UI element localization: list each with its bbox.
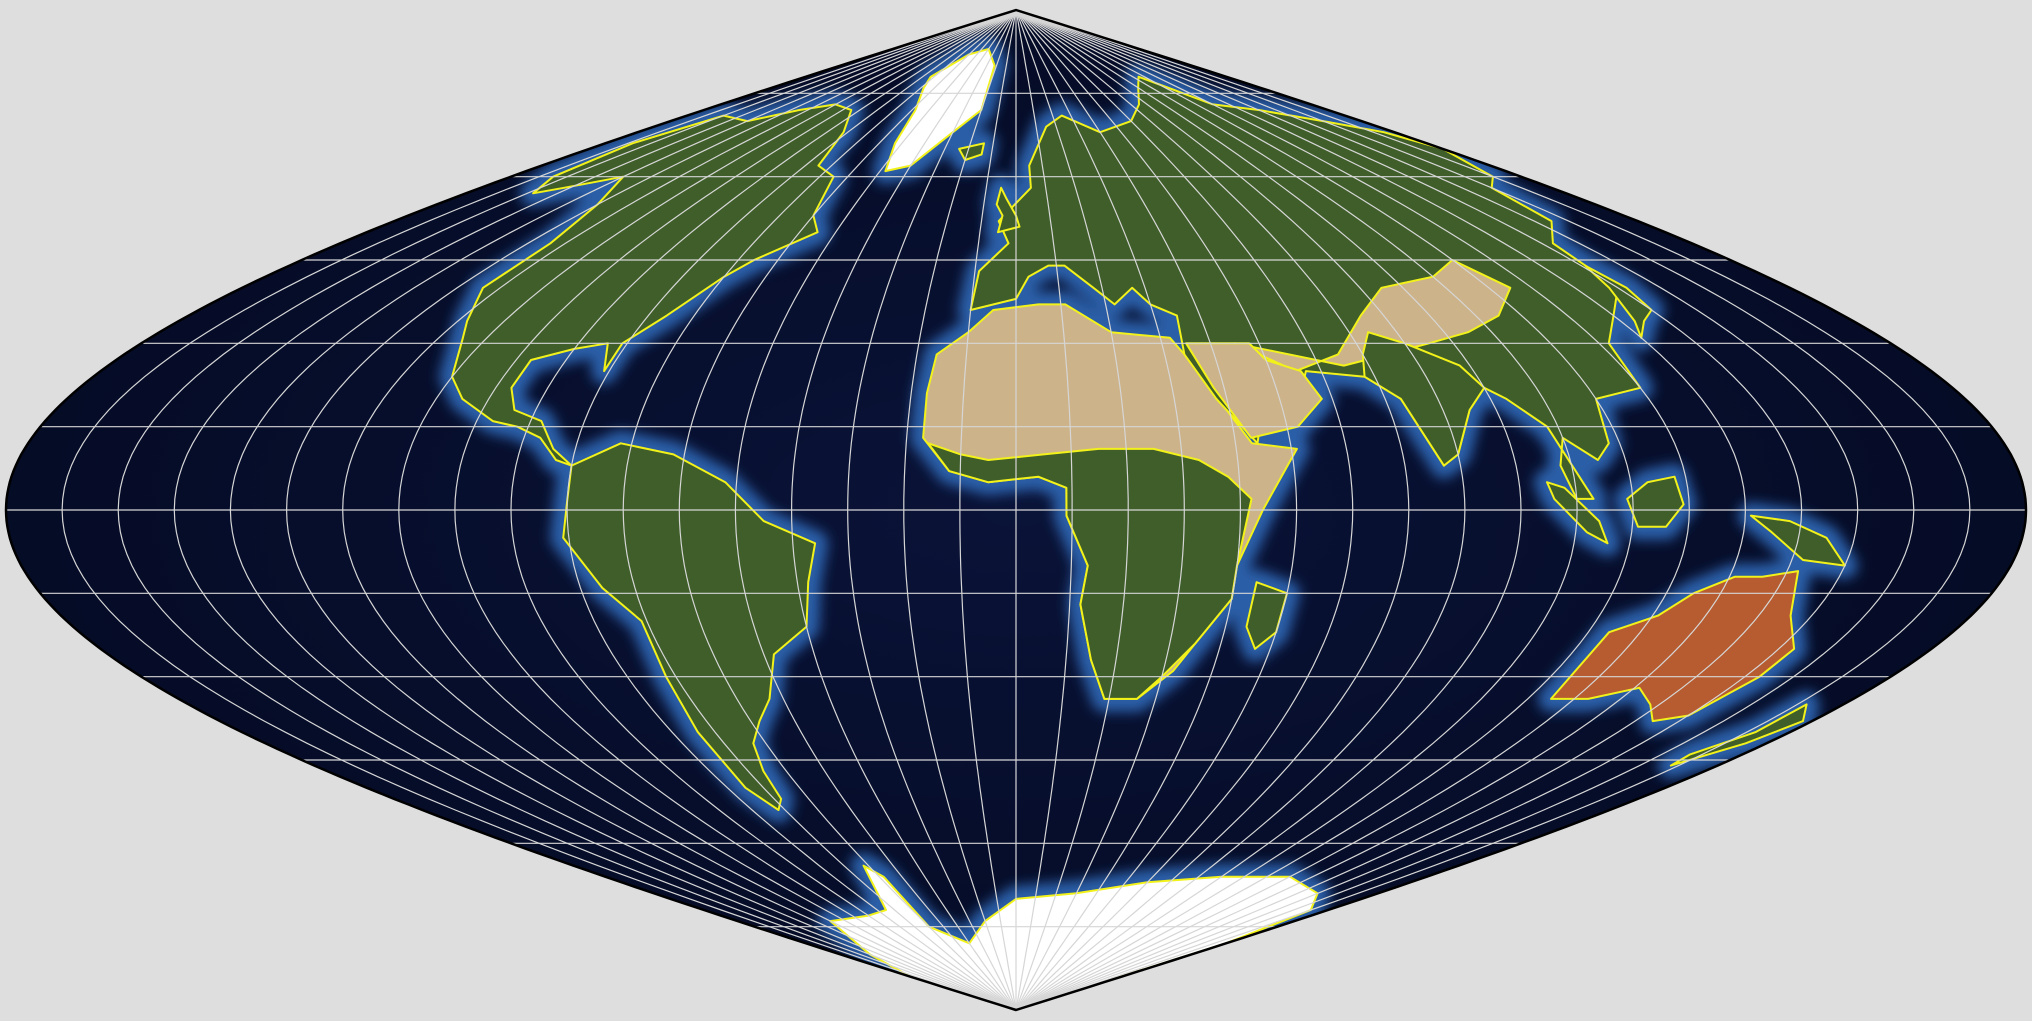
land-north-america (451, 103, 853, 467)
land-arabia (1185, 342, 1323, 439)
land-south-america (562, 442, 817, 811)
land-borneo (1626, 475, 1685, 528)
land-madagascar (1245, 581, 1288, 650)
land-uk (995, 186, 1021, 234)
land-new-zealand (1669, 703, 1808, 767)
land-iceland (958, 142, 985, 161)
graticule (6, 10, 2026, 1010)
land-japan (1584, 264, 1653, 339)
projection-outline (4, 8, 2028, 1012)
land-africa-green (927, 442, 1253, 700)
